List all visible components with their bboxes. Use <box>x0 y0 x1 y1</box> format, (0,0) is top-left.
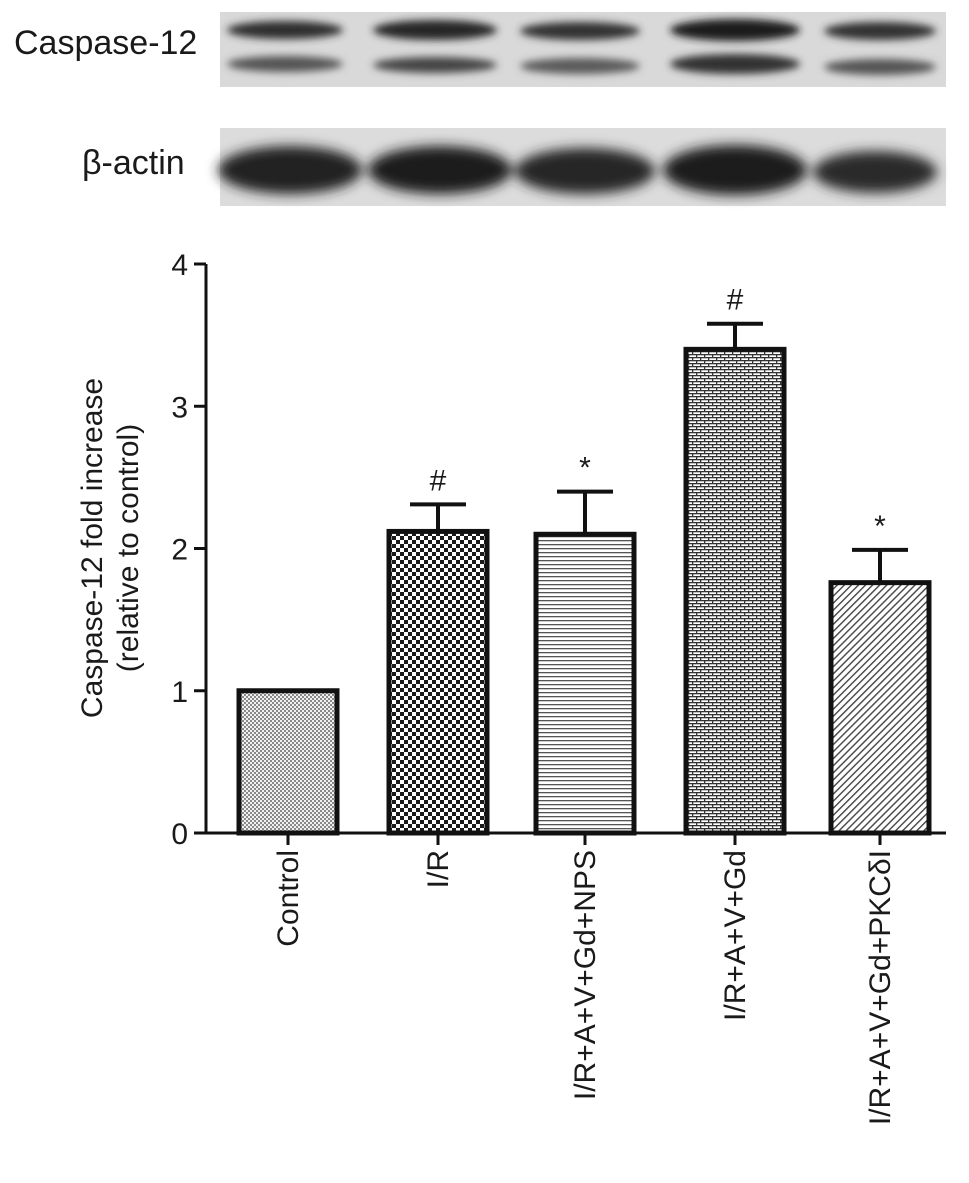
bar <box>533 531 637 836</box>
x-category-label: I/R+A+V+Gd+PKCδI <box>864 850 897 1125</box>
blot-caspase12 <box>220 12 946 87</box>
chart-bars: # * # * <box>236 284 932 836</box>
significance-label: * <box>579 452 591 485</box>
significance-label: # <box>430 464 447 497</box>
y-tick-label: 2 <box>171 534 188 567</box>
y-axis-title: Caspase-12 fold increase (relative to co… <box>76 378 145 718</box>
y-axis-title-line2: (relative to control) <box>112 424 145 672</box>
y-tick-label: 0 <box>171 818 188 851</box>
bar <box>828 580 932 836</box>
x-category-label: I/R+A+V+Gd <box>719 850 752 1021</box>
significance-label: # <box>727 284 744 317</box>
x-category-label: I/R <box>422 850 455 888</box>
blot-label-caspase12: Caspase-12 <box>14 24 198 62</box>
bar <box>236 688 340 836</box>
y-tick-label: 3 <box>171 391 188 424</box>
bar <box>386 528 490 836</box>
y-tick-label: 1 <box>171 676 188 709</box>
chart-category-labels: Control I/R I/R+A+V+Gd+NPS I/R+A+V+Gd I/R+A+… <box>272 850 897 1125</box>
x-category-label: Control <box>272 850 305 947</box>
x-category-label: I/R+A+V+Gd+NPS <box>569 850 602 1100</box>
significance-label: * <box>874 510 886 543</box>
blot-label-beta-actin: β-actin <box>82 144 185 182</box>
y-tick-label: 4 <box>171 249 188 282</box>
blot-beta-actin <box>218 128 946 206</box>
y-axis-title-line1: Caspase-12 fold increase <box>76 378 109 718</box>
bar <box>683 346 787 836</box>
